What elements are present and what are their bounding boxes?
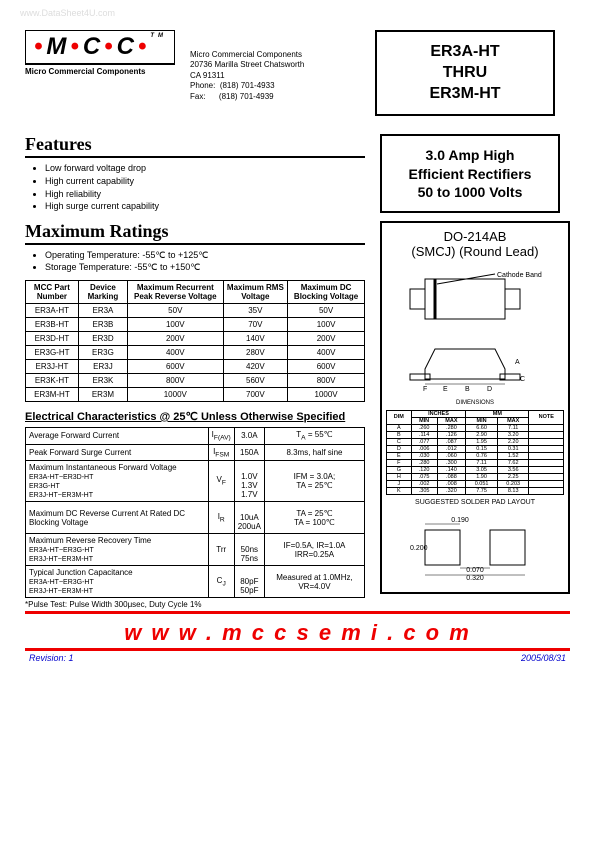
svg-text:A: A	[515, 359, 520, 366]
ec-row: Maximum Instantaneous Forward VoltageER3…	[26, 461, 365, 502]
table-header: Device Marking	[78, 280, 127, 303]
header-row: •M•C•C•TM Micro Commercial Components Mi…	[25, 30, 570, 116]
features-list: Low forward voltage dropHigh current cap…	[25, 162, 365, 212]
fax-line: Fax: (818) 701-4939	[190, 92, 360, 102]
phone-line: Phone: (818) 701-4933	[190, 81, 360, 91]
svg-text:0.200: 0.200	[410, 545, 428, 552]
address-block: Micro Commercial Components 20736 Marill…	[190, 30, 360, 116]
svg-text:C: C	[520, 376, 525, 383]
page: •M•C•C•TM Micro Commercial Components Mi…	[0, 0, 595, 683]
table-header: Maximum DC Blocking Voltage	[288, 280, 365, 303]
svg-text:D: D	[487, 386, 492, 393]
dim-row: J.002.0080.0510.203	[387, 480, 564, 487]
dimensions-table: DIMINCHESMMNOTEMINMAXMINMAXA.260.2806.60…	[386, 410, 564, 495]
rating-item: Operating Temperature: -55℃ to +125℃	[45, 249, 365, 262]
logo-subtitle: Micro Commercial Components	[25, 65, 175, 76]
table-header: Maximum RMS Voltage	[223, 280, 288, 303]
company-name: Micro Commercial Components	[190, 50, 360, 60]
table-row: ER3J-HTER3J600V420V600V	[26, 359, 365, 373]
table-header: MCC Part Number	[26, 280, 79, 303]
feature-item: High current capability	[45, 175, 365, 188]
street: 20736 Marilla Street Chatsworth	[190, 60, 360, 70]
part-title-box: ER3A-HT THRU ER3M-HT	[375, 30, 555, 116]
svg-text:F: F	[423, 386, 427, 393]
table-row: ER3G-HTER3G400V280V400V	[26, 345, 365, 359]
right-column: 3.0 Amp High Efficient Rectifiers 50 to …	[380, 126, 570, 609]
package-box: DO-214AB(SMCJ) (Round Lead) Cathode Band…	[380, 221, 570, 594]
cathode-label: Cathode Band	[497, 272, 542, 279]
product-desc-box: 3.0 Amp High Efficient Rectifiers 50 to …	[380, 134, 560, 213]
dim-row: G.120.1403.053.56	[387, 466, 564, 473]
dim-row: F.280.3007.117.62	[387, 459, 564, 466]
table-row: ER3B-HTER3B100V70V100V	[26, 317, 365, 331]
title-column: ER3A-HT THRU ER3M-HT	[375, 30, 555, 116]
dim-row: H.075.0881.902.25	[387, 473, 564, 480]
feature-item: Low forward voltage drop	[45, 162, 365, 175]
package-top-view: Cathode Band	[395, 269, 555, 329]
footer-meta: Revision: 1 2005/08/31	[25, 653, 570, 663]
ratings-table: MCC Part NumberDevice MarkingMaximum Rec…	[25, 280, 365, 402]
red-divider-top	[25, 611, 570, 614]
footer-url: w w w . m c c s e m i . c o m	[25, 620, 570, 646]
features-heading: Features	[25, 134, 365, 158]
ec-heading: Electrical Characteristics @ 25℃ Unless …	[25, 410, 365, 423]
ec-row: Maximum DC Reverse Current At Rated DC B…	[26, 502, 365, 534]
table-header: Maximum Recurrent Peak Reverse Voltage	[128, 280, 224, 303]
logo-box: •M•C•C•TM	[25, 30, 175, 65]
table-row: ER3M-HTER3M1000V700V1000V	[26, 387, 365, 401]
ec-row: Maximum Reverse Recovery TimeER3A-HT~ER3…	[26, 534, 365, 566]
dimensions-heading: DIMENSIONS	[386, 400, 564, 406]
city: CA 91311	[190, 71, 360, 81]
pulse-note: *Pulse Test: Pulse Width 300μsec, Duty C…	[25, 600, 365, 609]
rating-item: Storage Temperature: -55℃ to +150℃	[45, 261, 365, 274]
ec-row: Peak Forward Surge CurrentIFSM150A8.3ms,…	[26, 444, 365, 461]
watermark: www.DataSheet4U.com	[20, 8, 115, 18]
ec-table: Average Forward CurrentIF(AV)3.0ATA = 55…	[25, 427, 365, 598]
red-divider-bottom	[25, 648, 570, 651]
logo: •M•C•C•TM	[26, 31, 174, 64]
logo-column: •M•C•C•TM Micro Commercial Components	[25, 30, 175, 116]
solder-pad-layout: 0.190 0.200 0.070 0.320	[405, 510, 545, 580]
date: 2005/08/31	[521, 653, 566, 663]
dim-row: K.305.3207.758.13	[387, 487, 564, 494]
table-row: ER3A-HTER3A50V35V50V	[26, 303, 365, 317]
feature-item: High surge current capability	[45, 200, 365, 213]
table-row: ER3K-HTER3K800V560V800V	[26, 373, 365, 387]
max-ratings-heading: Maximum Ratings	[25, 221, 365, 245]
left-column: Features Low forward voltage dropHigh cu…	[25, 126, 365, 609]
dim-row: B.114.1262.903.20	[387, 431, 564, 438]
ec-row: Average Forward CurrentIF(AV)3.0ATA = 55…	[26, 427, 365, 444]
svg-text:E: E	[443, 386, 448, 393]
svg-text:B: B	[465, 386, 470, 393]
max-ratings-list: Operating Temperature: -55℃ to +125℃Stor…	[25, 249, 365, 274]
package-side-view: A C F E D B	[395, 339, 555, 394]
solder-heading: SUGGESTED SOLDER PAD LAYOUT	[386, 499, 564, 506]
svg-text:0.320: 0.320	[466, 575, 484, 580]
dim-row: C.077.0871.952.20	[387, 438, 564, 445]
dim-row: A.260.2806.607.11	[387, 424, 564, 431]
revision: Revision: 1	[29, 653, 74, 663]
svg-text:0.190: 0.190	[451, 517, 469, 524]
dim-row: E.030.0600.761.52	[387, 452, 564, 459]
table-row: ER3D-HTER3D200V140V200V	[26, 331, 365, 345]
feature-item: High reliability	[45, 188, 365, 201]
main-columns: Features Low forward voltage dropHigh cu…	[25, 126, 570, 609]
dim-row: D.006.0120.150.31	[387, 445, 564, 452]
package-title: DO-214AB(SMCJ) (Round Lead)	[386, 229, 564, 259]
ec-row: Typical Junction CapacitanceER3A-HT~ER3G…	[26, 566, 365, 598]
